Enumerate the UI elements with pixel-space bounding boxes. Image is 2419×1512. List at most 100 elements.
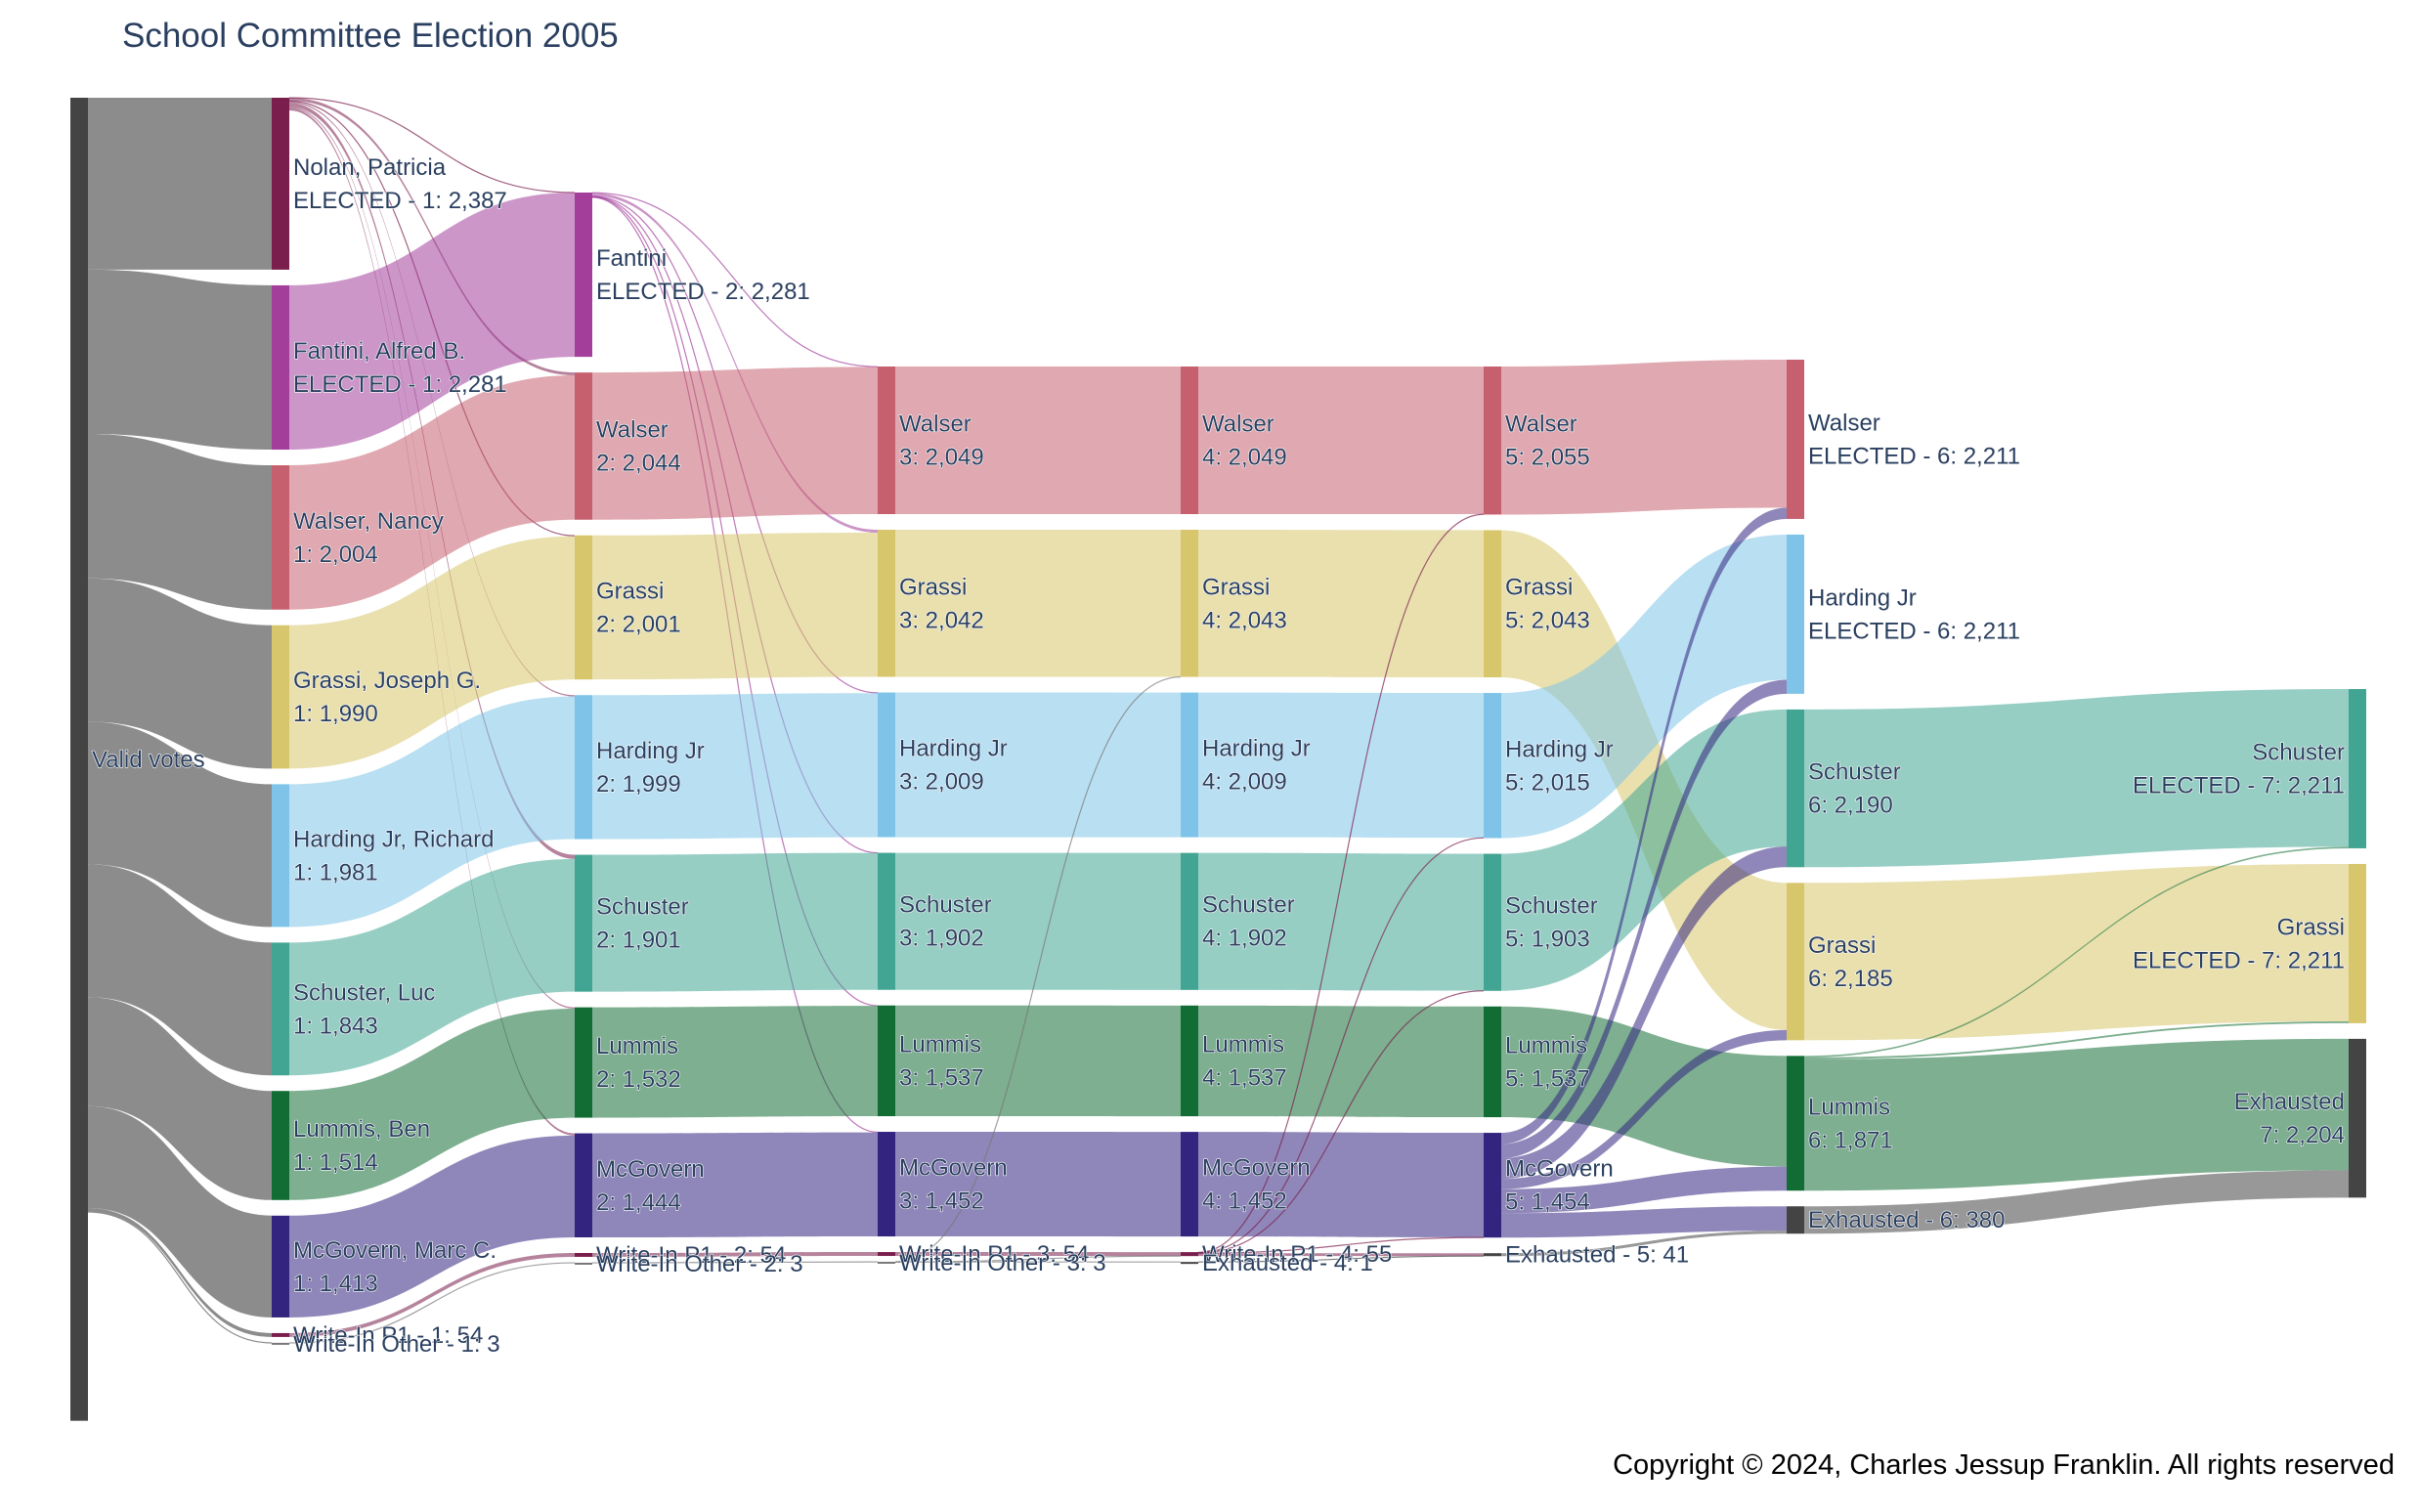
node-bar-ex4 bbox=[1181, 1262, 1198, 1265]
flow-link-harding4-to-harding5 bbox=[1198, 692, 1484, 839]
node-label-line: Schuster bbox=[1808, 759, 1901, 786]
flow-link-grassi3-to-grassi4 bbox=[895, 530, 1181, 677]
flow-link-valid-to-mcgovern1 bbox=[88, 1105, 272, 1318]
flow-link-fantini2-to-grassi3 bbox=[592, 193, 878, 534]
node-bar-schuster3 bbox=[878, 852, 895, 990]
node-bar-nolan1 bbox=[272, 98, 289, 270]
node-label-wo3: Write-In Other - 3: 3 bbox=[899, 1250, 1106, 1276]
node-label-line: Write-In Other - 1: 3 bbox=[293, 1331, 500, 1358]
node-bar-harding2 bbox=[575, 695, 592, 840]
node-label-harding1: Harding Jr, Richard 1: 1,981 bbox=[293, 826, 494, 886]
node-label-line: McGovern bbox=[899, 1155, 1008, 1182]
flow-link-mcgovern2-to-mcgovern3 bbox=[592, 1132, 878, 1237]
node-label-lummis6: Lummis 6: 1,871 bbox=[1808, 1094, 1893, 1153]
node-label-walser6: Walser ELECTED - 6: 2,211 bbox=[1808, 410, 2020, 469]
node-label-line: ELECTED - 7: 2,211 bbox=[2133, 772, 2345, 799]
flow-link-valid-to-grassi1 bbox=[88, 578, 272, 769]
flow-link-lummis4-to-lummis5 bbox=[1198, 1005, 1484, 1118]
node-label-wo2: Write-In Other - 2: 3 bbox=[596, 1251, 803, 1277]
flow-link-valid-to-lummis1 bbox=[88, 997, 272, 1200]
node-label-line: 1: 1,514 bbox=[293, 1149, 378, 1176]
flow-link-schuster1-to-schuster2 bbox=[289, 858, 575, 1076]
flow-link-schuster5-to-schuster6 bbox=[1501, 709, 1787, 991]
node-bar-walser4 bbox=[1181, 367, 1198, 515]
node-bar-mcgovern2 bbox=[575, 1133, 592, 1237]
node-label-line: 1: 2,004 bbox=[293, 541, 378, 568]
node-label-lummis4: Lummis 4: 1,537 bbox=[1202, 1031, 1287, 1091]
flow-link-schuster2-to-schuster3 bbox=[592, 852, 878, 992]
node-label-harding3: Harding Jr 3: 2,009 bbox=[899, 736, 1008, 796]
node-bar-walser1 bbox=[272, 465, 289, 610]
node-label-line: 3: 2,049 bbox=[899, 445, 984, 471]
node-bar-mcgovern1 bbox=[272, 1215, 289, 1318]
node-bar-harding5 bbox=[1484, 693, 1501, 839]
flow-link-mcgovern5-to-harding6 bbox=[1501, 679, 1787, 1158]
node-label-line: Walser bbox=[1202, 411, 1274, 438]
node-bar-wp1_2 bbox=[575, 1252, 592, 1257]
node-label-mcgovern5: McGovern 5: 1,454 bbox=[1505, 1156, 1614, 1216]
node-label-line: Grassi bbox=[899, 574, 967, 600]
node-label-line: Harding Jr, Richard bbox=[293, 826, 494, 852]
node-label-line: Valid votes bbox=[92, 747, 205, 773]
node-bar-schuster7 bbox=[2349, 689, 2366, 848]
node-label-line: 4: 2,009 bbox=[1202, 769, 1287, 796]
node-bar-schuster2 bbox=[575, 854, 592, 992]
node-label-line: Lummis, Ben bbox=[293, 1116, 430, 1143]
node-bar-grassi1 bbox=[272, 625, 289, 769]
node-label-line: Grassi bbox=[1202, 574, 1270, 600]
node-label-line: 6: 2,185 bbox=[1808, 966, 1893, 992]
node-label-line: 1: 1,990 bbox=[293, 701, 378, 727]
node-label-line: Exhausted bbox=[2234, 1089, 2345, 1115]
node-bar-lummis2 bbox=[575, 1007, 592, 1118]
node-label-schuster5: Schuster 5: 1,903 bbox=[1505, 893, 1598, 953]
flow-link-mcgovern5-to-ex6 bbox=[1501, 1206, 1787, 1238]
node-label-harding4: Harding Jr 4: 2,009 bbox=[1202, 736, 1311, 796]
node-label-ex5: Exhausted - 5: 41 bbox=[1505, 1242, 1689, 1269]
node-label-wo1: Write-In Other - 1: 3 bbox=[293, 1331, 500, 1358]
node-label-walser3: Walser 3: 2,049 bbox=[899, 411, 984, 471]
node-label-wp1_2: Write-In P1 - 2: 54 bbox=[596, 1242, 786, 1269]
flow-link-wp1_4-to-ex5 bbox=[1198, 1253, 1484, 1257]
node-label-line: Schuster bbox=[899, 892, 992, 919]
node-label-line: Schuster bbox=[1505, 893, 1598, 920]
node-label-walser2: Walser 2: 2,044 bbox=[596, 416, 681, 476]
node-label-lummis5: Lummis 5: 1,537 bbox=[1505, 1032, 1590, 1092]
node-label-schuster4: Schuster 4: 1,902 bbox=[1202, 892, 1295, 952]
node-label-wp1_4: Write-In P1 - 4: 55 bbox=[1202, 1241, 1392, 1268]
node-label-line: Walser bbox=[1808, 410, 1880, 436]
flow-link-grassi2-to-grassi3 bbox=[592, 533, 878, 680]
flow-link-lummis6-to-grassi7 bbox=[1804, 1020, 2349, 1059]
flow-link-harding3-to-harding4 bbox=[895, 692, 1181, 838]
node-label-line: Write-In P1 - 2: 54 bbox=[596, 1242, 786, 1269]
node-label-line: Write-In P1 - 1: 54 bbox=[293, 1322, 483, 1349]
flow-link-grassi4-to-grassi5 bbox=[1198, 530, 1484, 678]
node-label-line: Nolan, Patricia bbox=[293, 154, 447, 181]
node-label-line: Exhausted - 5: 41 bbox=[1505, 1242, 1689, 1269]
node-label-line: Schuster bbox=[1202, 892, 1295, 919]
flow-link-fantini1-to-fantini2 bbox=[289, 193, 575, 451]
flow-link-valid-to-wp1_1 bbox=[88, 1207, 272, 1337]
node-bar-walser3 bbox=[878, 367, 895, 515]
flow-link-valid-to-nolan1 bbox=[88, 98, 272, 270]
flow-link-ex6-to-ex7 bbox=[1804, 1170, 2349, 1234]
node-bar-mcgovern3 bbox=[878, 1132, 895, 1237]
flow-link-wp1_4-to-harding5 bbox=[1197, 837, 1485, 1254]
flow-link-grassi1-to-grassi2 bbox=[289, 536, 575, 769]
node-bar-grassi7 bbox=[2349, 863, 2366, 1023]
node-label-line: Write-In Other - 3: 3 bbox=[899, 1250, 1106, 1276]
node-label-line: Write-In P1 - 3: 54 bbox=[899, 1241, 1089, 1268]
node-label-mcgovern1: McGovern, Marc C. 1: 1,413 bbox=[293, 1237, 497, 1297]
flow-link-harding2-to-harding3 bbox=[592, 693, 878, 840]
node-label-line: Walser bbox=[596, 416, 669, 443]
node-label-line: 3: 1,902 bbox=[899, 926, 984, 952]
flow-link-mcgovern3-to-mcgovern4 bbox=[895, 1132, 1181, 1237]
node-label-line: McGovern bbox=[596, 1156, 705, 1183]
node-bar-grassi6 bbox=[1787, 883, 1804, 1041]
node-label-line: Fantini bbox=[596, 245, 667, 272]
flow-link-walser4-to-walser5 bbox=[1198, 367, 1484, 515]
node-label-mcgovern4: McGovern 4: 1,452 bbox=[1202, 1155, 1311, 1215]
node-label-line: Harding Jr bbox=[1808, 584, 1917, 611]
node-label-schuster2: Schuster 2: 1,901 bbox=[596, 894, 689, 954]
node-label-grassi7: Grassi ELECTED - 7: 2,211 bbox=[2133, 914, 2345, 973]
flow-link-mcgovern5-to-lummis6 bbox=[1501, 1166, 1787, 1214]
